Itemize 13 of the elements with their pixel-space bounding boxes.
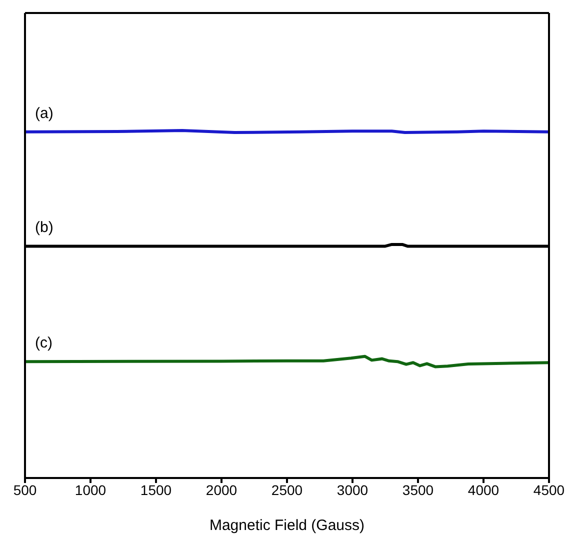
x-tick-label: 3500: [402, 482, 434, 498]
x-tick-label: 1000: [74, 482, 106, 498]
series-label: (b): [35, 219, 54, 236]
x-tick-label: 4500: [533, 482, 565, 498]
x-tick-label: 2500: [271, 482, 303, 498]
x-tick-label: 2000: [206, 482, 238, 498]
x-tick-label: 4000: [468, 482, 500, 498]
x-tick-label: 500: [13, 482, 37, 498]
series-label: (a): [35, 104, 54, 122]
x-axis-title: Magnetic Field (Gauss): [209, 517, 365, 534]
x-tick-label: 3000: [336, 482, 368, 498]
series-label: (c): [35, 334, 52, 352]
x-tick-label: 1500: [140, 482, 172, 498]
